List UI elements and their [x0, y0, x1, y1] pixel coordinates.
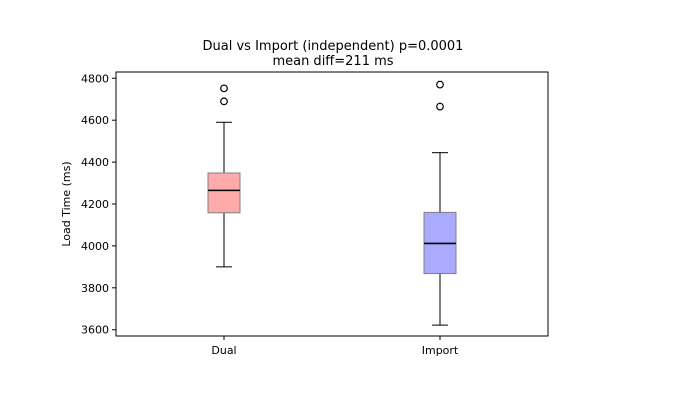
box-iqr	[207, 172, 241, 214]
y-tick-label: 3800	[81, 282, 109, 295]
y-tick-label: 3600	[81, 324, 109, 337]
outlier-point	[220, 84, 228, 93]
y-tick-label: 4200	[81, 198, 109, 211]
box-group-import	[423, 80, 457, 326]
box-group-dual	[207, 84, 241, 268]
outlier-point	[436, 102, 444, 111]
plot-area: 3600 3800 4000 4200 4400 4600 4800 Dual Import	[81, 71, 549, 357]
outlier-point	[220, 97, 228, 106]
chart-subtitle: mean diff=211 ms	[272, 54, 393, 69]
y-tick-label: 4400	[81, 156, 109, 169]
axes-frame	[115, 71, 549, 337]
x-tick-label: Import	[422, 344, 459, 357]
x-tick-label: Dual	[211, 344, 236, 357]
y-axis-label: Load Time (ms)	[60, 161, 73, 246]
y-tick-label: 4800	[81, 72, 109, 85]
y-tick-label: 4000	[81, 240, 109, 253]
outlier-point	[436, 80, 444, 89]
chart-title: Dual vs Import (independent) p=0.0001	[203, 39, 464, 54]
y-tick-label: 4600	[81, 114, 109, 127]
